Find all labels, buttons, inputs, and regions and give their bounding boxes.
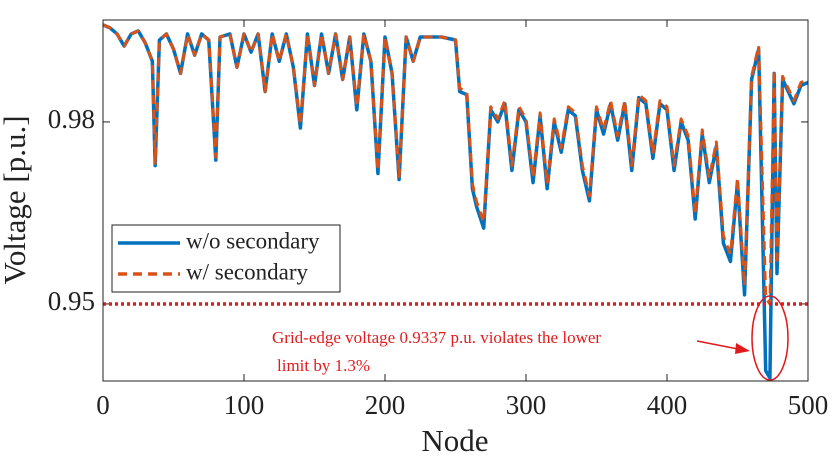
legend-label: w/ secondary (186, 259, 308, 284)
x-axis-label: Node (421, 423, 488, 458)
annotation-text: limit by 1.3% (277, 356, 370, 375)
highlight-ellipse (751, 295, 789, 381)
x-tick-label: 200 (365, 390, 406, 420)
x-tick-label: 500 (788, 390, 829, 420)
x-tick-label: 300 (506, 390, 547, 420)
x-tick-label: 400 (647, 390, 688, 420)
y-axis-label: Voltage [p.u.] (0, 115, 32, 284)
arrow-head (735, 343, 750, 354)
y-tick-label: 0.95 (48, 286, 95, 316)
annotation-text: Grid-edge voltage 0.9337 p.u. violates t… (272, 328, 601, 347)
plot-area (103, 20, 808, 381)
legend-label: w/o secondary (186, 228, 320, 253)
legend-box (111, 224, 341, 293)
x-tick-label: 0 (96, 390, 110, 420)
annotation-arrow (696, 340, 739, 350)
y-tick-label: 0.98 (48, 104, 95, 134)
x-tick-label: 100 (224, 390, 265, 420)
plot-frame (102, 19, 809, 382)
